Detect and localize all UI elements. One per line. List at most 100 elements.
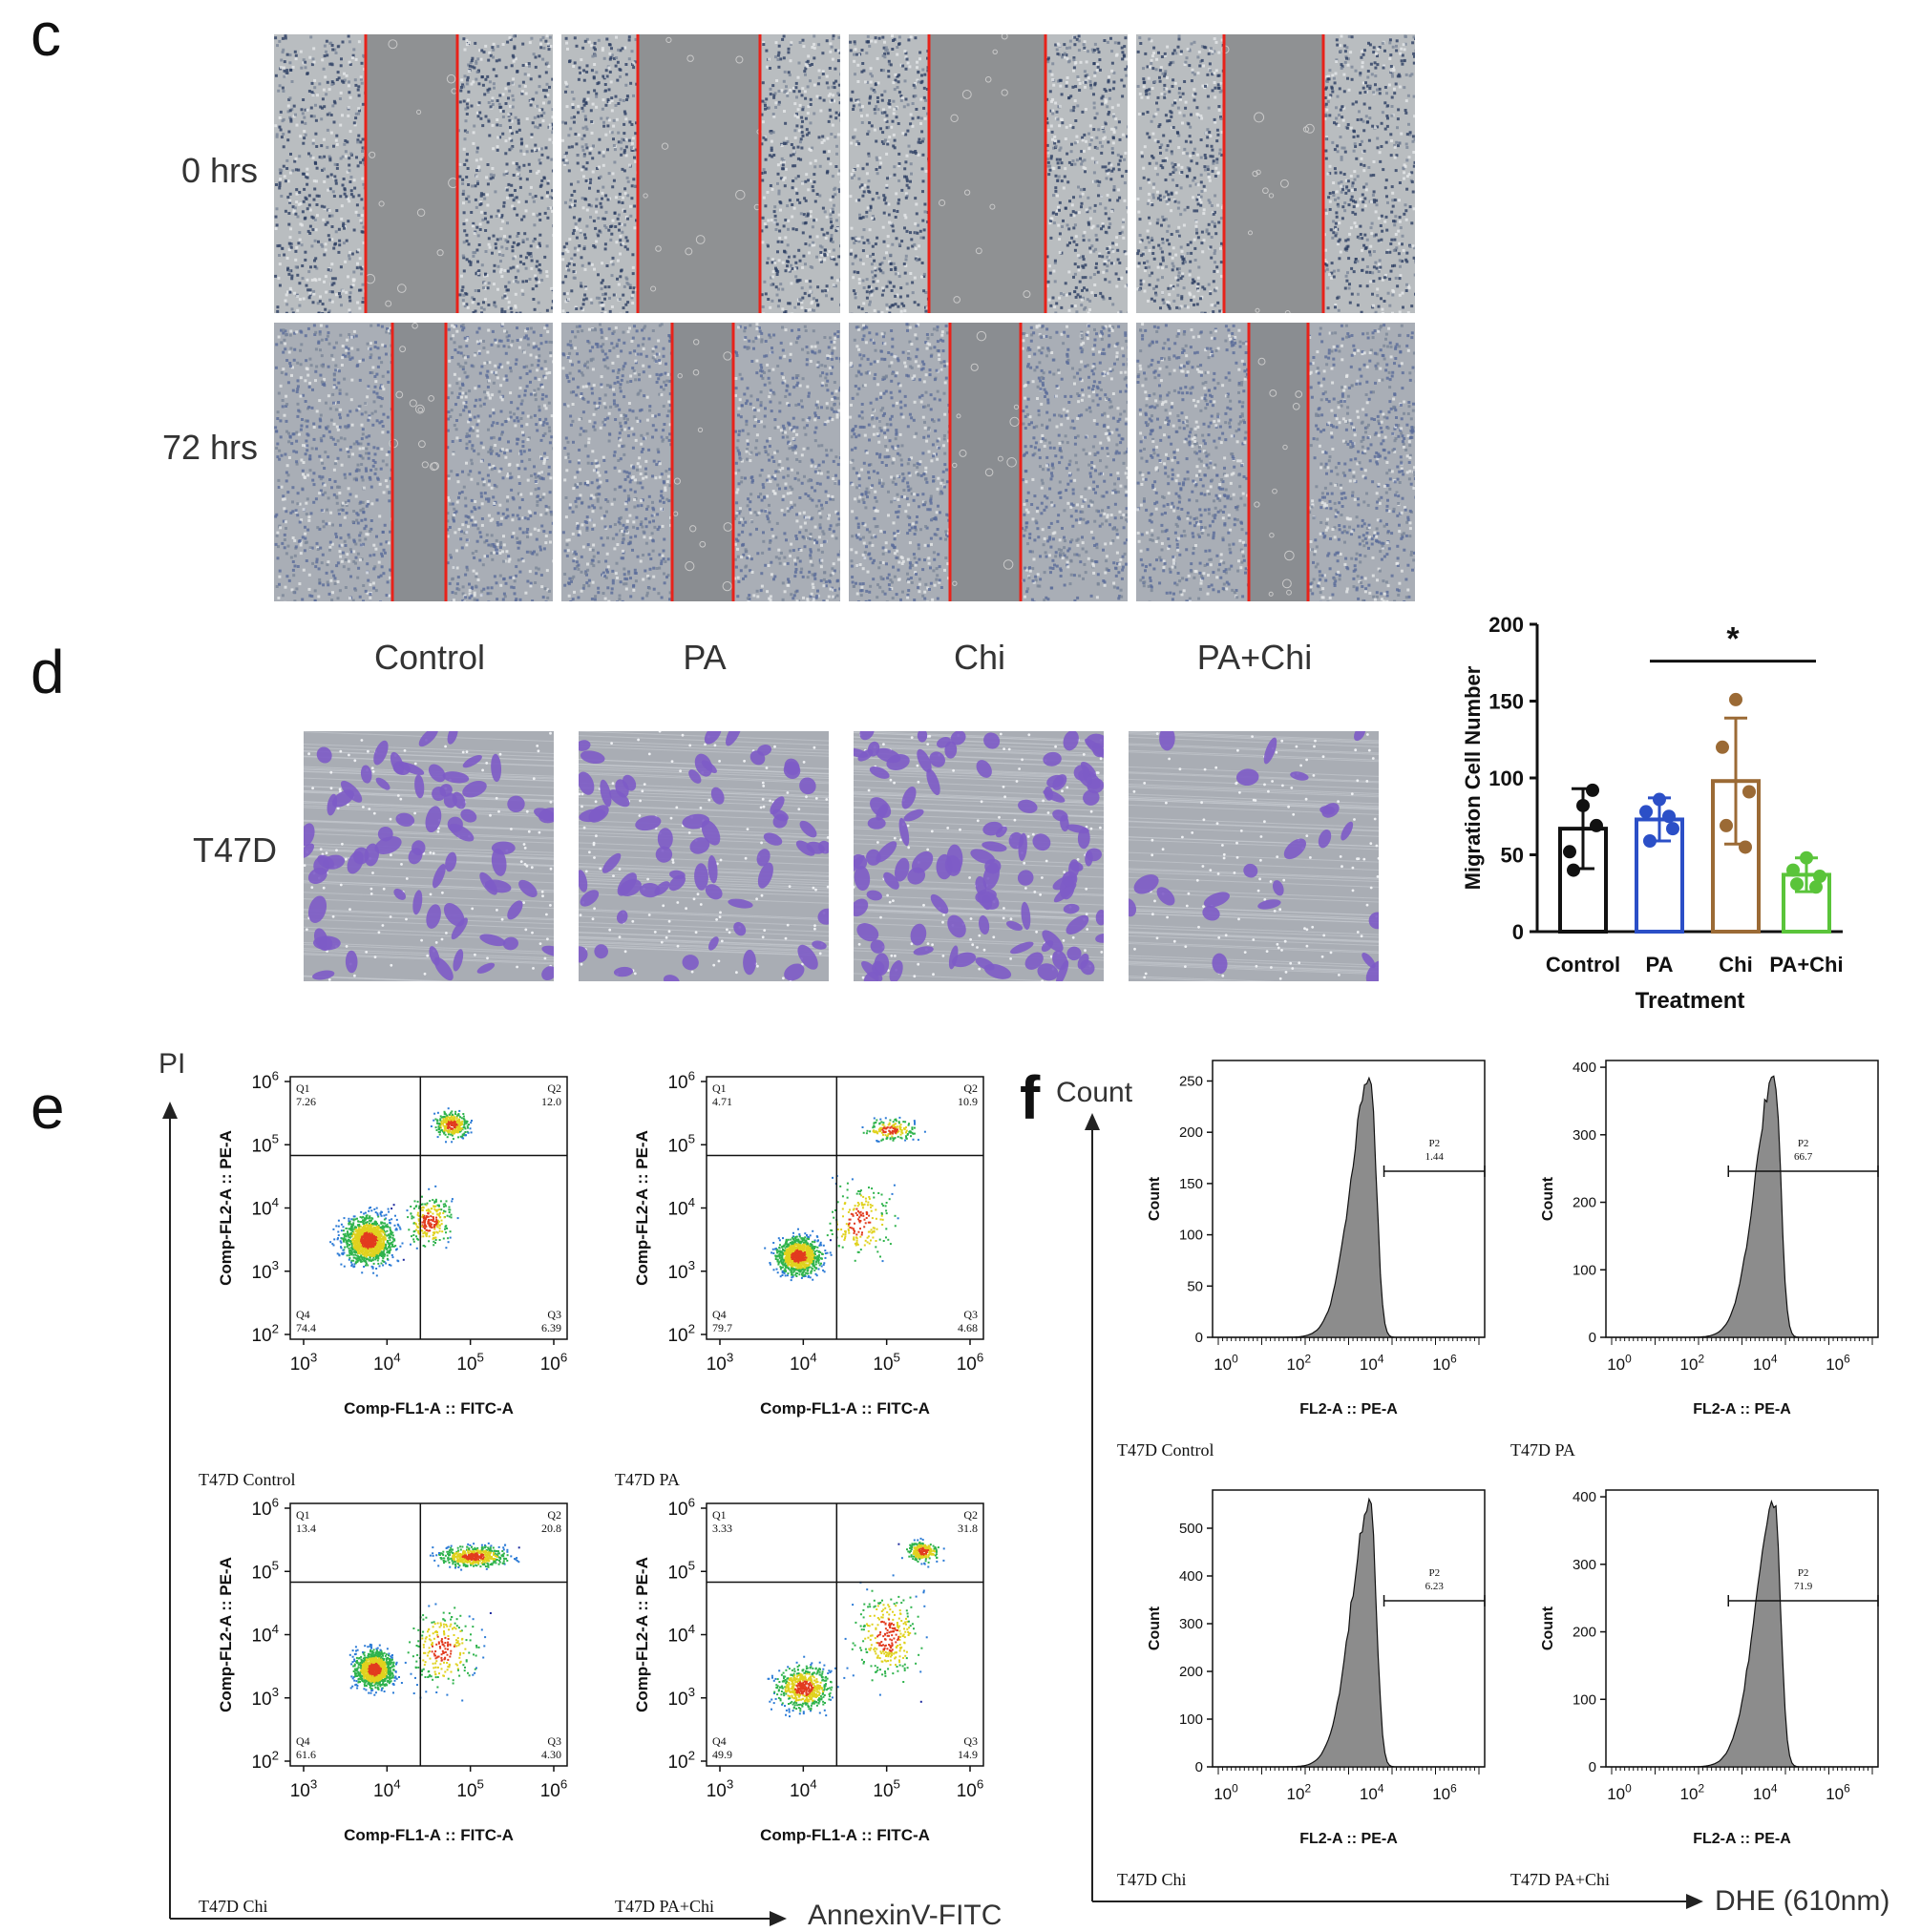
quadrant-value: 49.9 xyxy=(712,1748,732,1761)
y-tick-label: 100 xyxy=(1573,1691,1596,1708)
plot-x-label: Comp-FL1-A :: FITC-A xyxy=(344,1826,514,1844)
tick-label: 104 xyxy=(1360,1781,1384,1803)
plot-x-label: Comp-FL1-A :: FITC-A xyxy=(344,1399,514,1418)
quadrant-value: 4.30 xyxy=(541,1748,561,1761)
data-point xyxy=(1563,845,1576,859)
quadrant-label: Q4 xyxy=(296,1308,310,1321)
tick-label: 103 xyxy=(251,1685,279,1710)
gate-label: P2 xyxy=(1798,1567,1809,1579)
y-tick-label: 100 xyxy=(1573,1262,1596,1278)
y-tick-label: 300 xyxy=(1573,1557,1596,1573)
plot-y-label: Comp-FL2-A :: PE-A xyxy=(633,1130,651,1286)
wound-micrograph xyxy=(561,34,840,313)
y-tick-label: 150 xyxy=(1179,1176,1203,1192)
data-point xyxy=(1567,863,1580,877)
tick-label: 100 xyxy=(1607,1352,1632,1374)
tick-label: 105 xyxy=(667,1559,695,1584)
row-label-72hrs: 72 hrs xyxy=(161,428,258,467)
panel-label-d: d xyxy=(31,638,65,706)
plot-x-label: FL2-A :: PE-A xyxy=(1693,1401,1791,1418)
data-point xyxy=(1586,783,1599,797)
tick-label: 106 xyxy=(667,1069,695,1093)
dhe-axis-label: DHE (610nm) xyxy=(1715,1885,1890,1917)
y-tick-label: 250 xyxy=(1179,1073,1203,1089)
y-tick-label: 0 xyxy=(1195,1759,1203,1775)
plot-y-label: Comp-FL2-A :: PE-A xyxy=(633,1557,651,1712)
quadrant-label: Q1 xyxy=(296,1082,310,1095)
tick-label: 102 xyxy=(1287,1781,1312,1803)
quadrant-label: Q3 xyxy=(547,1734,561,1748)
plot-caption: T47D Control xyxy=(1117,1440,1214,1460)
data-point xyxy=(1643,834,1657,849)
tick-label: 104 xyxy=(1360,1352,1384,1374)
tick-label: 100 xyxy=(1214,1781,1238,1803)
quadrant-value: 61.6 xyxy=(296,1748,316,1761)
panel-label-c: c xyxy=(31,0,61,69)
gate-value: 6.23 xyxy=(1425,1581,1445,1592)
y-tick-label: 0 xyxy=(1195,1330,1203,1346)
quadrant-value: 3.33 xyxy=(712,1522,732,1535)
tick-label: 104 xyxy=(790,1350,817,1375)
tick-label: 106 xyxy=(540,1776,568,1801)
plot-caption: T47D PA+Chi xyxy=(615,1897,714,1916)
quadrant-value: 31.8 xyxy=(958,1522,978,1535)
tick-label: 102 xyxy=(251,1321,279,1346)
quadrant-value: 4.71 xyxy=(712,1095,732,1108)
tick-label: 105 xyxy=(456,1776,484,1801)
y-tick-label: 0 xyxy=(1589,1759,1596,1775)
tick-label: 106 xyxy=(1826,1781,1850,1803)
tick-label: 103 xyxy=(290,1776,318,1801)
tick-label: 103 xyxy=(707,1776,734,1801)
tick-label: 105 xyxy=(251,1559,279,1584)
quadrant-label: Q4 xyxy=(296,1734,310,1748)
tick-label: 100 xyxy=(1607,1781,1632,1803)
y-tick-label: 300 xyxy=(1179,1616,1203,1632)
y-tick-label: 100 xyxy=(1179,1228,1203,1244)
quadrant-label: Q3 xyxy=(547,1308,561,1321)
plot-caption: T47D PA xyxy=(615,1470,680,1489)
tick-label: 104 xyxy=(667,1195,695,1220)
y-tick-label: 200 xyxy=(1573,1195,1596,1211)
data-point xyxy=(1786,863,1800,877)
y-tick-label: 100 xyxy=(1179,1712,1203,1728)
tick-label: 102 xyxy=(667,1748,695,1773)
quadrant-value: 12.0 xyxy=(541,1095,561,1108)
tick-label: 105 xyxy=(667,1132,695,1157)
row-label-t47d: T47D xyxy=(192,830,277,870)
quadrant-label: Q2 xyxy=(963,1082,978,1095)
y-tick-label: 300 xyxy=(1573,1127,1596,1144)
wound-micrograph xyxy=(849,34,1128,313)
tick-label: 104 xyxy=(1753,1352,1778,1374)
quadrant-label: Q1 xyxy=(712,1082,727,1095)
y-tick-label: 200 xyxy=(1179,1124,1203,1141)
wound-micrograph xyxy=(849,323,1128,601)
tick-label: 100 xyxy=(1214,1352,1238,1374)
tick-label: 104 xyxy=(251,1195,279,1220)
data-point xyxy=(1662,809,1676,824)
quadrant-value: 79.7 xyxy=(712,1321,732,1334)
quadrant-label: Q2 xyxy=(547,1508,561,1522)
category-label: PA xyxy=(1646,953,1674,976)
pi-axis-label: PI xyxy=(158,1048,186,1080)
plot-x-label: FL2-A :: PE-A xyxy=(1299,1831,1398,1847)
quadrant-label: Q1 xyxy=(712,1508,727,1522)
tick-label: 104 xyxy=(790,1776,817,1801)
tick-label: 102 xyxy=(1287,1352,1312,1374)
row-label-0hrs: 0 hrs xyxy=(180,151,258,190)
transwell-micrograph xyxy=(1129,731,1379,981)
quadrant-label: Q2 xyxy=(547,1082,561,1095)
quadrant-label: Q3 xyxy=(963,1308,978,1321)
column-label-pa-chi: PA+Chi xyxy=(1196,638,1313,677)
significance-label: * xyxy=(1726,621,1740,658)
wound-micrograph xyxy=(274,323,553,601)
gate-label: P2 xyxy=(1428,1138,1440,1149)
transwell-micrograph xyxy=(854,731,1104,981)
y-tick-label: 0 xyxy=(1512,920,1524,944)
x-axis-title: Treatment xyxy=(1636,988,1745,1014)
data-point xyxy=(1720,818,1733,832)
gate-value: 66.7 xyxy=(1794,1151,1813,1163)
histogram-curve xyxy=(1213,1497,1485,1768)
data-point xyxy=(1716,740,1729,754)
